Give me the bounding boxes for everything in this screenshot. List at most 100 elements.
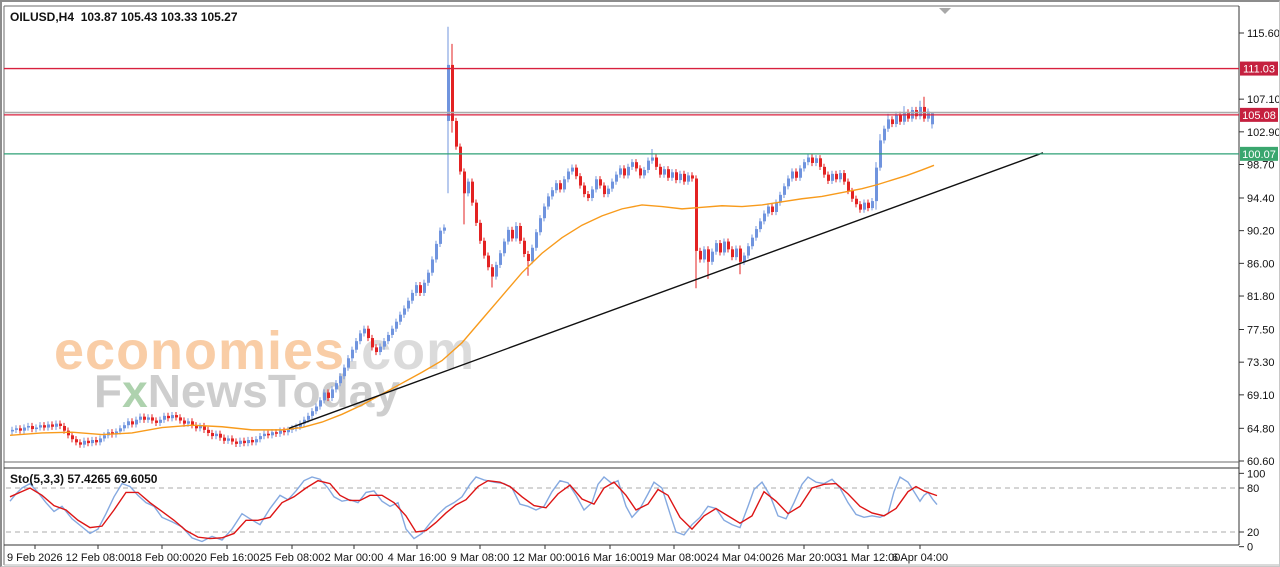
candle-body — [839, 173, 842, 180]
watermark-x-glyph: x — [122, 365, 148, 417]
candle-body — [575, 167, 578, 177]
candle-body — [223, 437, 226, 441]
candle-body — [547, 196, 550, 207]
candle-body — [19, 428, 22, 431]
candle-body — [207, 429, 210, 433]
candle-body — [795, 171, 798, 178]
candle-body — [239, 440, 242, 444]
price-axis-label: 90.20 — [1247, 226, 1275, 238]
sto-axis-label: 20 — [1247, 527, 1259, 539]
candle-body — [11, 429, 14, 432]
candle-body — [627, 166, 630, 176]
candle-body — [467, 181, 470, 194]
candle-body — [775, 202, 778, 212]
candle-body — [347, 358, 350, 368]
candle-body — [103, 435, 106, 439]
candle-body — [163, 415, 166, 420]
candle-body — [127, 421, 130, 426]
candle-body — [83, 440, 86, 445]
candle-body — [435, 243, 438, 260]
candle-body — [263, 433, 266, 437]
candle-body — [167, 415, 170, 419]
candle-body — [307, 415, 310, 420]
candle-body — [587, 194, 590, 198]
candle-body — [579, 176, 582, 186]
candle-body — [719, 243, 722, 253]
candle-body — [755, 229, 758, 238]
sto-k-value: 57.4265 — [67, 472, 111, 486]
candle-body — [619, 168, 622, 175]
candle-body — [215, 433, 218, 437]
chart-shift-marker[interactable] — [939, 8, 951, 14]
candle-body — [639, 168, 642, 176]
candle-body — [799, 168, 802, 178]
candle-body — [27, 425, 30, 428]
candle-body — [323, 392, 326, 401]
candle-body — [287, 429, 290, 433]
candle-body — [395, 321, 398, 329]
price-axis-label: 60.60 — [1247, 456, 1275, 468]
sto-k-line — [9, 475, 938, 543]
candle-body — [363, 328, 366, 334]
candle-body — [79, 442, 82, 445]
candle-body — [203, 425, 206, 430]
candle-body — [895, 114, 898, 125]
candle-body — [335, 383, 338, 390]
chart-title: OILUSD,H4 103.87 105.43 103.33 105.27 — [10, 10, 238, 24]
candle-body — [123, 425, 126, 429]
candle-body — [443, 227, 446, 231]
candle-body — [155, 420, 158, 423]
candle-body — [583, 185, 586, 195]
candle-body — [431, 259, 434, 273]
candle-body — [131, 421, 134, 425]
candle-body — [275, 432, 278, 434]
candle-body — [47, 424, 50, 428]
candle-body — [399, 314, 402, 322]
candle-body — [499, 253, 502, 265]
candle-body — [743, 255, 746, 262]
candle-body — [303, 419, 306, 424]
candle-body — [683, 173, 686, 182]
candle-body — [135, 419, 138, 425]
x-axis-label: 12 Feb 08:00 — [66, 552, 131, 564]
candle-body — [23, 427, 26, 431]
candle-body — [735, 248, 738, 258]
candle-body — [463, 171, 466, 194]
candle-body — [439, 230, 442, 244]
candle-body — [219, 433, 222, 438]
candle-body — [315, 406, 318, 412]
candle-body — [707, 249, 710, 262]
candle-body — [815, 158, 818, 163]
candle-body — [851, 190, 854, 199]
trendline[interactable] — [288, 152, 1044, 429]
candle-body — [451, 64, 454, 121]
candle-body — [863, 202, 866, 210]
candle-body — [471, 181, 474, 203]
candle-body — [567, 171, 570, 180]
candle-body — [699, 250, 702, 260]
candle-body — [903, 112, 906, 122]
candle-body — [51, 424, 54, 427]
candle-body — [931, 113, 934, 125]
price-axis-label: 98.70 — [1247, 160, 1275, 172]
candle-body — [519, 225, 522, 241]
candle-body — [331, 389, 334, 398]
candle-body — [899, 114, 902, 122]
candle-body — [99, 438, 102, 443]
candle-body — [675, 172, 678, 181]
sto-d-line — [9, 479, 938, 540]
price-axis-label: 107.10 — [1247, 94, 1280, 106]
candle-body — [859, 204, 862, 210]
candle-body — [319, 400, 322, 407]
candle-body — [779, 194, 782, 203]
candle-body — [243, 440, 246, 444]
ohlc-values: 103.87 105.43 103.33 105.27 — [80, 10, 238, 24]
candle-body — [251, 439, 254, 443]
candle-body — [751, 237, 754, 247]
candle-body — [183, 420, 186, 424]
candle-body — [891, 119, 894, 125]
x-axis-label: 2 Mar 00:00 — [325, 552, 384, 564]
candle-body — [787, 178, 790, 187]
candle-body — [427, 272, 430, 283]
